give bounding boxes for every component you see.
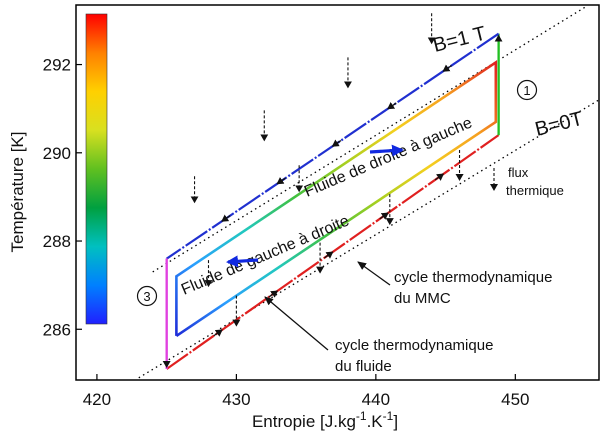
fluid-direction-arrow-left bbox=[226, 255, 259, 268]
mmc-direction-arrow bbox=[379, 212, 389, 220]
mmc-direction-arrow bbox=[434, 173, 445, 181]
y-axis-label: Température [K] bbox=[8, 132, 27, 253]
x-axis-label-base: Entropie [J.kg bbox=[252, 412, 356, 431]
plot-frame bbox=[75, 4, 600, 381]
y-tick-label: 290 bbox=[43, 144, 71, 163]
marker-3-label: 3 bbox=[143, 289, 150, 304]
marker-1-label: 1 bbox=[523, 83, 530, 98]
label-thermique: thermique bbox=[506, 183, 564, 198]
y-tick-label: 286 bbox=[43, 320, 71, 339]
mmc-direction-arrow bbox=[276, 176, 286, 185]
x-tick-label: 450 bbox=[501, 390, 529, 409]
mmc-pointer-arrow bbox=[357, 261, 391, 286]
label-mmc-line2: du MMC bbox=[394, 290, 451, 307]
label-b0: B=0T bbox=[533, 108, 585, 141]
mmc-cycle bbox=[162, 32, 503, 370]
label-mmc-line1: cycle thermodynamique bbox=[394, 269, 552, 286]
x-axis-label-sup1: -1 bbox=[356, 409, 367, 423]
marker-1-circle bbox=[516, 79, 538, 101]
colorbar-bar bbox=[85, 13, 108, 325]
label-b1: B=1 T bbox=[431, 23, 488, 57]
mmc-direction-arrow bbox=[221, 214, 231, 222]
x-axis-label-sup2: -1 bbox=[383, 409, 394, 423]
label-fluid-line1: cycle thermodynamique bbox=[335, 337, 493, 354]
mmc-direction-arrow bbox=[324, 251, 334, 259]
mmc-direction-arrow bbox=[213, 329, 223, 337]
marker-3-circle bbox=[136, 285, 158, 307]
fluid-cycle bbox=[175, 59, 498, 337]
heat-flux-arrows bbox=[190, 13, 498, 327]
fluid-cycle-path bbox=[175, 59, 498, 337]
mmc-direction-arrow bbox=[442, 64, 452, 72]
label-flux: flux bbox=[508, 165, 529, 180]
fluid-pointer-arrow bbox=[264, 296, 329, 351]
label-fluid-line2: du fluide bbox=[335, 358, 392, 375]
x-axis-label: Entropie [J.kg-1.K-1] bbox=[252, 409, 398, 431]
isofield-line bbox=[152, 6, 586, 273]
x-tick-label: 420 bbox=[83, 390, 111, 409]
y-tick-label: 292 bbox=[43, 56, 71, 75]
x-tick-label: 430 bbox=[222, 390, 250, 409]
x-tick-label: 440 bbox=[362, 390, 390, 409]
y-tick-label: 288 bbox=[43, 232, 71, 251]
colorbar bbox=[85, 13, 108, 325]
mmc-direction-arrow bbox=[387, 101, 397, 110]
x-axis-label-end: ] bbox=[393, 412, 398, 431]
mmc-direction-arrow bbox=[331, 139, 342, 147]
axis-ticks: 420 430 440 450 286 288 290 292 bbox=[43, 56, 530, 409]
mmc-direction-arrow bbox=[268, 290, 279, 298]
x-axis-label-mid: .K bbox=[367, 412, 384, 431]
fluid-direction-arrow-right bbox=[369, 144, 404, 157]
